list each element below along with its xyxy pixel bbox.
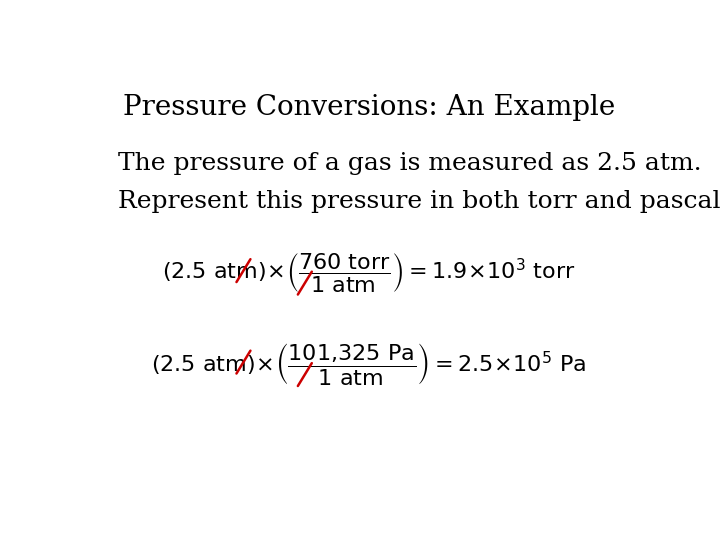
Text: $(2.5\ \mathrm{atm})\!\times\!\left(\dfrac{760\ \mathrm{torr}}{1\ \mathrm{atm}}\: $(2.5\ \mathrm{atm})\!\times\!\left(\dfr… (162, 251, 576, 294)
Text: Represent this pressure in both torr and pascals.: Represent this pressure in both torr and… (118, 190, 720, 213)
Text: Pressure Conversions: An Example: Pressure Conversions: An Example (123, 94, 615, 121)
Text: $(2.5\ \mathrm{atm})\!\times\!\left(\dfrac{101{,}325\ \mathrm{Pa}}{1\ \mathrm{at: $(2.5\ \mathrm{atm})\!\times\!\left(\dfr… (151, 341, 587, 387)
Text: The pressure of a gas is measured as 2.5 atm.: The pressure of a gas is measured as 2.5… (118, 152, 701, 175)
